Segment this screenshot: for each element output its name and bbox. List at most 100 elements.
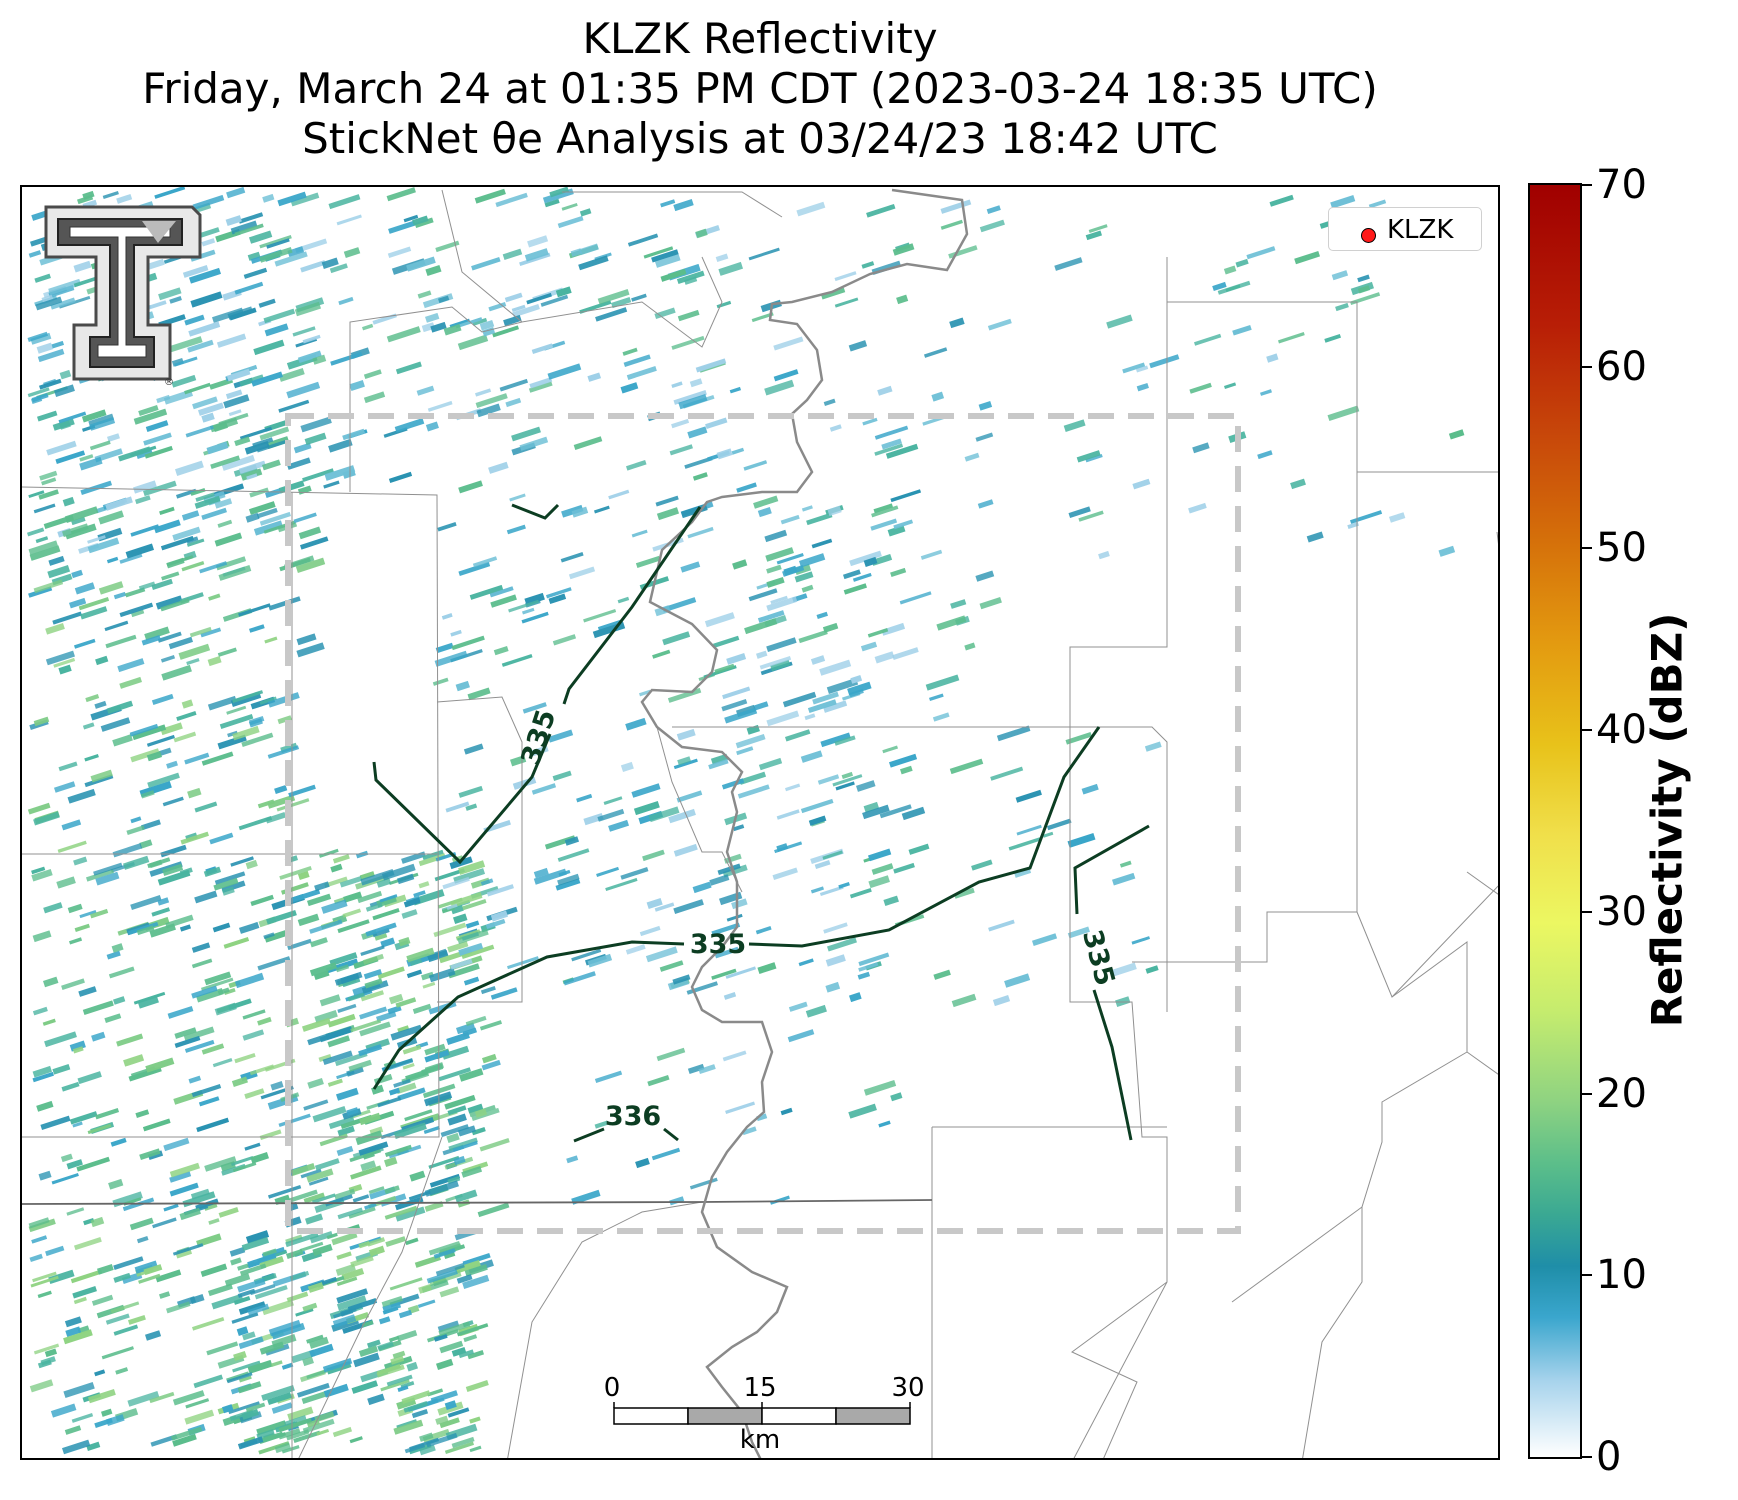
echo-streak	[364, 978, 383, 989]
echo-streak	[979, 596, 1002, 610]
echo-streak	[113, 1272, 131, 1283]
echo-streak	[447, 1113, 467, 1126]
echo-streak	[208, 1218, 220, 1225]
echo-streak	[384, 1205, 418, 1220]
echo-streak	[1357, 274, 1370, 283]
echo-streak	[978, 401, 993, 411]
echo-streak	[435, 1262, 465, 1277]
echo-streak	[671, 335, 705, 350]
echo-streak	[91, 1294, 114, 1306]
echo-streak	[617, 596, 630, 604]
echo-streak	[178, 643, 211, 660]
echo-streak	[480, 986, 496, 995]
echo-streak	[684, 276, 698, 285]
echo-streak	[566, 1155, 579, 1164]
echo-streak	[899, 591, 932, 605]
echo-streak	[63, 1381, 95, 1398]
echo-streak	[668, 808, 696, 824]
echo-streak	[262, 459, 281, 471]
echo-streak	[821, 287, 846, 300]
echo-streak	[153, 519, 181, 534]
echo-streak	[223, 394, 250, 409]
echo-streak	[1331, 270, 1349, 281]
echo-streak	[84, 753, 99, 762]
echo-streak	[714, 663, 735, 674]
echo-streak	[246, 473, 258, 480]
echo-streak	[834, 297, 859, 308]
echo-streak	[874, 443, 904, 456]
echo-streak	[126, 825, 145, 835]
echo-streak	[305, 1213, 324, 1225]
echo-streak	[438, 1067, 471, 1082]
echo-streak	[358, 1240, 371, 1249]
echo-streak	[469, 1416, 481, 1424]
echo-streak	[849, 550, 882, 567]
echo-streak	[71, 516, 86, 526]
echo-streak	[37, 1290, 52, 1299]
echo-streak	[151, 578, 173, 590]
echo-streak	[785, 783, 801, 792]
echo-streak	[626, 366, 657, 380]
echo-streak	[397, 1385, 409, 1393]
echo-streak	[447, 963, 480, 979]
echo-streak	[27, 802, 51, 815]
echo-streak	[306, 893, 332, 907]
echo-streak	[948, 245, 978, 259]
echo-streak	[221, 454, 255, 471]
echo-streak	[835, 781, 855, 791]
echo-streak	[571, 1189, 601, 1205]
echo-streak	[245, 512, 260, 523]
echo-streak	[278, 1417, 312, 1433]
echo-streak	[237, 1288, 256, 1298]
echo-streak	[160, 722, 183, 736]
echo-streak	[201, 977, 234, 991]
echo-streak	[51, 340, 65, 349]
echo-streak	[757, 507, 772, 518]
echo-streak	[60, 1153, 73, 1163]
echo-streak	[221, 886, 235, 896]
echo-streak	[30, 1275, 59, 1288]
echo-streak	[1235, 258, 1249, 268]
colorbar-tick-label: 40	[1596, 707, 1647, 754]
contour-labels: 335 335 335 336	[515, 706, 1120, 1132]
echo-streak	[735, 733, 766, 749]
echo-streak	[386, 187, 416, 202]
echo-streak	[47, 564, 71, 579]
echo-streak	[406, 256, 436, 272]
echo-streak	[1081, 783, 1099, 795]
echo-streak	[1194, 333, 1222, 346]
title-line-3: StickNet θe Analysis at 03/24/23 18:42 U…	[302, 114, 1218, 163]
echo-streak	[470, 877, 491, 889]
echo-streak	[274, 785, 288, 795]
echo-streak	[561, 202, 578, 211]
echo-streak	[234, 1052, 256, 1064]
echo-streak	[314, 1411, 335, 1423]
echo-streak	[278, 1113, 311, 1128]
echo-streak	[288, 1189, 318, 1203]
echo-streak	[82, 1000, 114, 1016]
echo-streak	[306, 1168, 334, 1183]
echo-streak	[625, 717, 647, 731]
echo-streak	[639, 925, 661, 937]
echo-streak	[483, 819, 511, 833]
echo-streak	[285, 1232, 319, 1248]
echo-streak	[106, 950, 121, 960]
echo-streak	[196, 988, 224, 1003]
echo-streak	[748, 247, 780, 261]
echo-streak	[474, 388, 492, 397]
echo-streak	[130, 748, 160, 763]
echo-streak	[163, 1203, 179, 1212]
echo-streak	[90, 1216, 105, 1228]
echo-streak	[462, 1027, 478, 1037]
echo-streak	[555, 286, 572, 298]
echo-streak	[382, 1306, 399, 1315]
echo-streak	[157, 631, 182, 643]
echo-streak	[713, 635, 740, 648]
echo-streak	[248, 718, 263, 728]
echo-streak	[71, 569, 83, 579]
echo-streak	[887, 524, 906, 537]
echo-streak	[687, 426, 708, 439]
radar-map[interactable]: 335 335 335 336 ® KLZK	[20, 185, 1500, 1460]
echo-streak	[218, 1207, 239, 1218]
echo-streak	[336, 1295, 367, 1311]
